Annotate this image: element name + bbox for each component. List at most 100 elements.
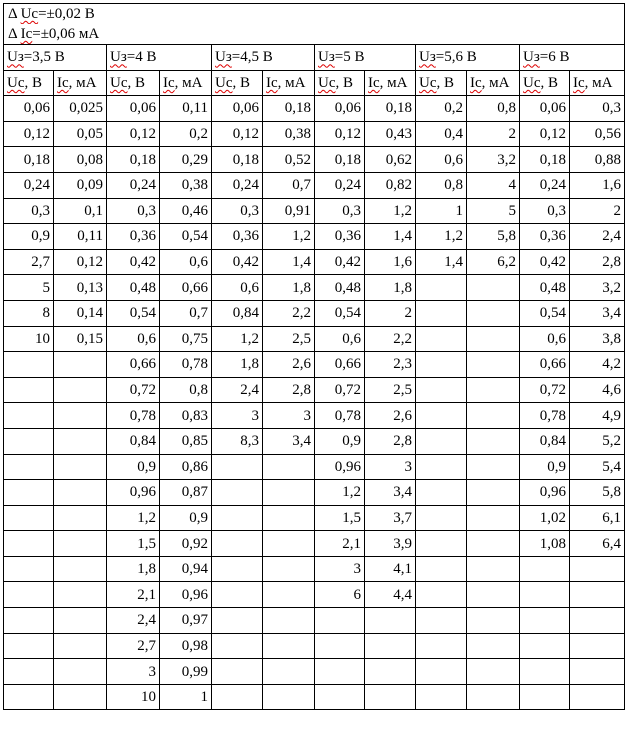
uc-value-cell: 0,78 [106, 402, 160, 429]
ic-value-cell [262, 453, 315, 481]
table-row: 3 0,99 [3, 658, 625, 685]
uc-value-cell: 2,7 [3, 248, 54, 276]
ic-value-cell: 2,3 [364, 351, 416, 378]
uc-value-cell: 0,4 [415, 120, 467, 148]
ic-value-cell [53, 530, 107, 557]
gate-voltage-header: Uз=3,5 В [3, 44, 107, 71]
uc-value-cell: 0,66 [106, 351, 160, 378]
ic-error-cell: Δ Ic=±0,06 мА [3, 24, 625, 45]
column-header-uc: Uc, В [415, 69, 467, 97]
error-row-ic: Δ Ic=±0,06 мА [3, 24, 625, 45]
ic-value-cell [466, 453, 520, 481]
ic-value-cell: 0,82 [364, 171, 416, 199]
uc-value-cell [3, 402, 54, 429]
table-row: 10 0,15 0,6 0,75 1,2 2,5 0,6 2,2 0,6 3,8 [3, 325, 625, 353]
ic-value-cell: 1,4 [364, 223, 416, 250]
uc-value-cell [415, 683, 467, 711]
ic-value-cell [466, 658, 520, 685]
ic-value-cell: 0,91 [262, 197, 315, 225]
ic-value-cell: 5,4 [569, 453, 625, 481]
uc-value-cell [3, 453, 54, 481]
column-header-uc: Uc, В [211, 69, 263, 97]
ic-value-cell: 5,2 [569, 427, 625, 455]
uc-value-cell [415, 325, 467, 353]
ic-value-cell: 2,8 [364, 427, 416, 455]
uc-value-cell [211, 504, 263, 532]
ic-value-cell [53, 427, 107, 455]
ic-value-cell: 6,4 [569, 530, 625, 557]
uc-value-cell [211, 581, 263, 609]
gate-voltage-header: Uз=6 В [519, 44, 625, 71]
uc-value-cell: 0,96 [314, 453, 365, 481]
uc-error-text: Δ Uc=±0,02 В [8, 6, 95, 22]
table-row: 0,66 0,78 1,8 2,6 0,66 2,3 0,66 4,2 [3, 351, 625, 378]
uc-value-cell: 0,54 [106, 299, 160, 327]
uc-value-cell: 0,06 [519, 95, 570, 122]
uc-value-cell [3, 479, 54, 506]
ic-value-cell: 6,2 [466, 248, 520, 276]
ic-value-cell: 0,3 [569, 95, 625, 122]
ic-value-cell [53, 683, 107, 711]
uc-value-cell: 0,78 [314, 402, 365, 429]
ic-value-cell: 2,6 [364, 402, 416, 429]
uc-value-cell: 0,6 [211, 274, 263, 301]
ic-value-cell: 3,9 [364, 530, 416, 557]
uc-value-cell [3, 658, 54, 685]
table-row: 10 1 [3, 683, 625, 711]
ic-value-cell [262, 632, 315, 660]
table-row: 0,3 0,1 0,3 0,46 0,3 0,91 0,3 1,2 1 5 0,3 2 [3, 197, 625, 225]
ic-value-cell [466, 555, 520, 583]
ic-value-cell: 0,09 [53, 171, 107, 199]
uc-value-cell: 0,84 [211, 299, 263, 327]
ic-value-cell: 2 [466, 120, 520, 148]
ic-value-cell: 0,6 [159, 248, 212, 276]
ic-value-cell: 0,54 [159, 223, 212, 250]
table-row: 2,7 0,12 0,42 0,6 0,42 1,4 0,42 1,6 1,4 6,2 0,42 2,… [3, 248, 625, 276]
ic-value-cell: 0,8 [159, 376, 212, 404]
uc-value-cell: 0,72 [314, 376, 365, 404]
ic-value-cell: 2,2 [262, 299, 315, 327]
ic-value-cell: 2,4 [569, 223, 625, 250]
ic-value-cell: 0,2 [159, 120, 212, 148]
ic-value-cell: 3 [262, 402, 315, 429]
ic-value-cell [569, 658, 625, 685]
ic-value-cell [364, 658, 416, 685]
ic-value-cell [466, 479, 520, 506]
uc-value-cell: 0,6 [314, 325, 365, 353]
uc-value-cell: 0,06 [106, 95, 160, 122]
uc-value-cell: 1,2 [106, 504, 160, 532]
uc-value-cell: 2,7 [106, 632, 160, 660]
ic-value-cell: 2,8 [569, 248, 625, 276]
column-header-ic: Ic, мА [53, 69, 107, 97]
uc-value-cell [314, 658, 365, 685]
uc-value-cell [3, 530, 54, 557]
ic-value-cell: 0,7 [159, 299, 212, 327]
ic-value-cell: 0,85 [159, 427, 212, 455]
uc-value-cell: 0,36 [519, 223, 570, 250]
table-row: 0,84 0,85 8,3 3,4 0,9 2,8 0,84 5,2 [3, 427, 625, 455]
column-header-ic: Ic, мА [159, 69, 212, 97]
table-row: 1,2 0,9 1,5 3,7 1,02 6,1 [3, 504, 625, 532]
uc-value-cell: 1,2 [314, 479, 365, 506]
table-row: 0,06 0,025 0,06 0,11 0,06 0,18 0,06 0,18 0,2 0,8 0… [3, 95, 625, 122]
table-row: 0,12 0,05 0,12 0,2 0,12 0,38 0,12 0,43 0,4 2 0,12 0… [3, 120, 625, 148]
uc-value-cell: 10 [3, 325, 54, 353]
uc-value-cell: 0,24 [211, 171, 263, 199]
ic-value-cell: 4,4 [364, 581, 416, 609]
ic-value-cell: 0,46 [159, 197, 212, 225]
uc-value-cell: 0,3 [519, 197, 570, 225]
ic-value-cell: 0,15 [53, 325, 107, 353]
ic-value-cell: 0,43 [364, 120, 416, 148]
ic-value-cell: 1,4 [262, 248, 315, 276]
uc-value-cell [415, 581, 467, 609]
uc-value-cell: 0,06 [3, 95, 54, 122]
uc-value-cell: 0,9 [3, 223, 54, 250]
uc-value-cell: 1,2 [415, 223, 467, 250]
uc-value-cell [211, 683, 263, 711]
uc-value-cell: 0,9 [519, 453, 570, 481]
uc-value-cell: 0,12 [3, 120, 54, 148]
uc-value-cell: 8,3 [211, 427, 263, 455]
uc-value-cell [415, 658, 467, 685]
uc-value-cell [415, 530, 467, 557]
uc-value-cell [415, 351, 467, 378]
